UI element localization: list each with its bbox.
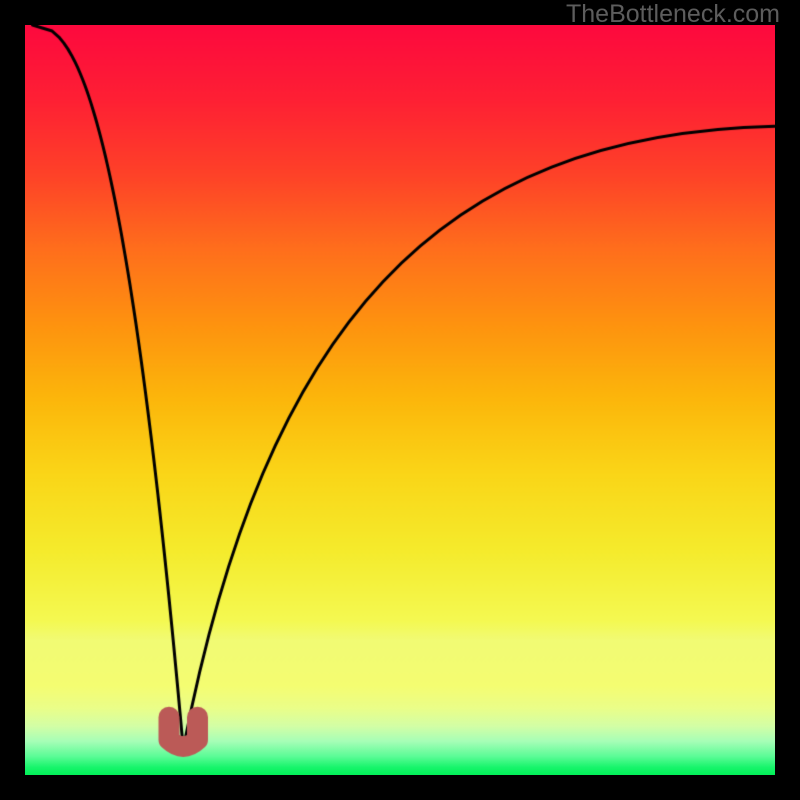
gradient-plot-canvas bbox=[25, 25, 775, 775]
watermark-label: TheBottleneck.com bbox=[566, 0, 780, 29]
plot-frame bbox=[25, 25, 775, 775]
